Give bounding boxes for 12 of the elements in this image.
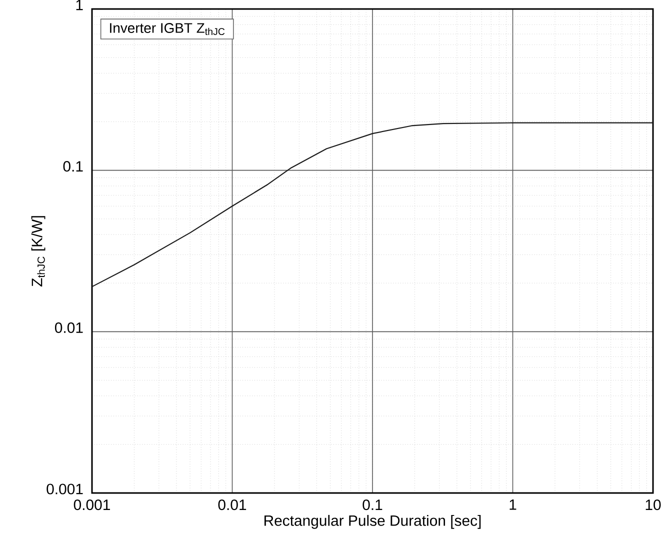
y-tick-label: 0.1 [63, 161, 83, 172]
y-tick-label: 0.001 [46, 484, 83, 494]
x-tick-label: 1 [510, 500, 516, 510]
x-tick-label: 10 [646, 500, 661, 510]
x-tick-label: 0.001 [74, 500, 110, 510]
x-tick-label: 0.01 [218, 500, 246, 510]
x-axis-title: Rectangular Pulse Duration [sec] [264, 514, 481, 529]
y-axis-title: Z$_{thJC}$ [K/W] [31, 216, 46, 286]
y-tick-label: 0.01 [54, 322, 83, 333]
x-tick-label: 0.1 [362, 500, 382, 510]
text: Inverter IGBT Z$_{thJC}$ [110, 23, 225, 36]
y-tick-label: 1 [76, 0, 83, 10]
